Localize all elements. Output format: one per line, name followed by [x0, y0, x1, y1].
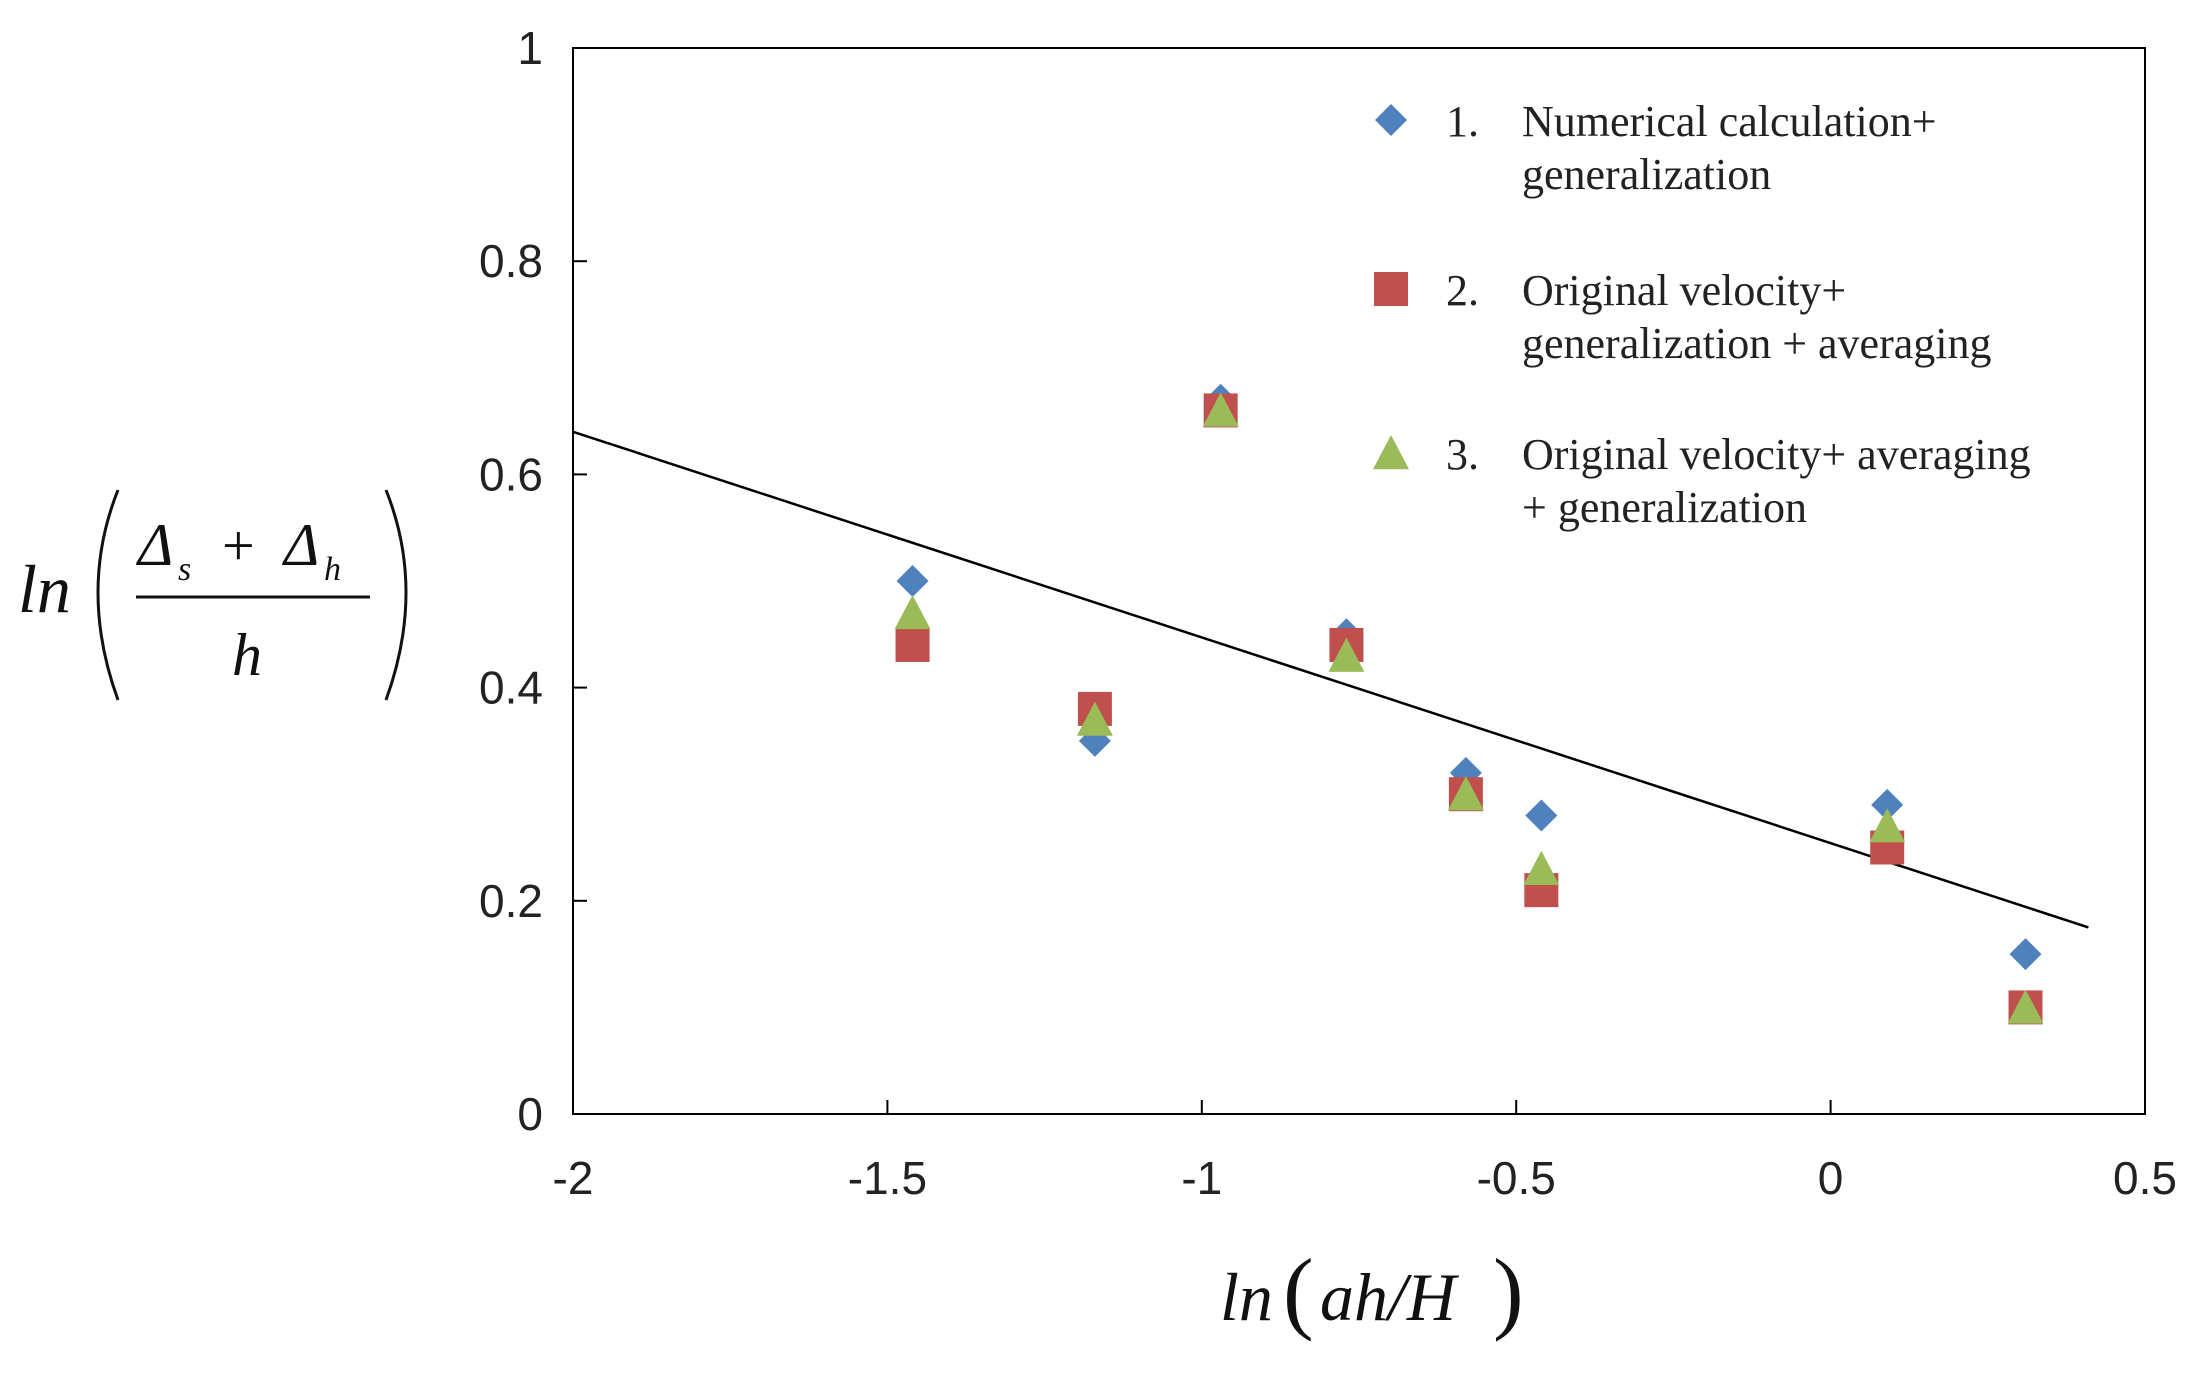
x-tick-label: -0.5: [1477, 1152, 1556, 1204]
legend-marker-3: [1373, 435, 1409, 470]
series-1-point: [1525, 799, 1558, 832]
x-tick-label: -1.5: [848, 1152, 927, 1204]
series-3-point: [1202, 392, 1239, 427]
legend-label-2: Original velocity+: [1522, 266, 1846, 315]
x-tick-label: -1: [1181, 1152, 1222, 1204]
series-1-point: [896, 565, 929, 597]
series-3-point: [1076, 701, 1113, 736]
x-axis-label: ln ( ah/H ): [1220, 1240, 1524, 1342]
legend-marker-1: [1375, 104, 1407, 136]
y-label-den: h: [232, 622, 262, 688]
series-1-point: [1871, 788, 1904, 821]
y-tick-label: 0.2: [479, 875, 543, 927]
series-3-point: [894, 594, 931, 630]
legend-number-2: 2.: [1446, 266, 1479, 315]
x-label-close-paren: ): [1493, 1240, 1524, 1342]
x-tick-label: 0: [1818, 1152, 1844, 1204]
series-3-point: [1447, 776, 1484, 811]
y-label-open-paren: [96, 489, 120, 701]
y-axis-label: ln Δ s + Δ h h: [18, 489, 408, 701]
plot-area: [572, 47, 2146, 1115]
legend-number-1: 1.: [1446, 97, 1479, 146]
legend: 1. Numerical calculation+generalization 2.…: [1373, 97, 2031, 532]
y-label-close-paren: [384, 489, 408, 701]
x-label-open-paren: (: [1283, 1240, 1314, 1342]
series-3-point: [1523, 850, 1560, 886]
data-points: [894, 383, 2044, 1025]
legend-number-3: 3.: [1446, 430, 1479, 479]
legend-label-3: + generalization: [1522, 483, 1807, 532]
series-1-point: [2009, 938, 2042, 971]
x-tick-label: -2: [553, 1152, 594, 1204]
y-label-fn: ln: [18, 551, 71, 627]
trendline: [572, 430, 2089, 929]
y-tick-label: 0.4: [479, 662, 543, 714]
y-tick-label: 0: [517, 1088, 543, 1140]
y-label-num-b: Δ: [282, 512, 319, 578]
legend-label-1: generalization: [1522, 150, 1771, 199]
y-label-num-a-sub: s: [178, 551, 191, 588]
series-3-point: [2007, 989, 2044, 1024]
legend-label-3: Original velocity+ averaging: [1522, 430, 2031, 479]
legend-marker-2: [1374, 272, 1408, 306]
x-tick-label: 0.5: [2113, 1152, 2177, 1204]
y-tick-label: 0.8: [479, 235, 543, 287]
x-label-arg: ah/H: [1320, 1259, 1460, 1335]
series-3-point: [1328, 637, 1365, 672]
y-tick-label: 0.6: [479, 448, 543, 500]
series-3-point: [1869, 808, 1906, 843]
axis-ticks: -2 -1.5 -1 -0.5 0 0.5 0 0.2 0.4 0.6 0.8 1: [479, 22, 2177, 1204]
legend-label-2: generalization + averaging: [1522, 319, 1991, 368]
y-label-num-a: Δ: [136, 512, 173, 578]
series-2-point: [895, 627, 930, 662]
legend-label-1: Numerical calculation+: [1522, 97, 1937, 146]
y-label-num-b-sub: h: [324, 551, 341, 588]
y-label-plus: +: [222, 513, 255, 578]
x-label-fn: ln: [1220, 1259, 1273, 1335]
trendline-layer: [572, 430, 2089, 929]
y-tick-label: 1: [517, 22, 543, 74]
